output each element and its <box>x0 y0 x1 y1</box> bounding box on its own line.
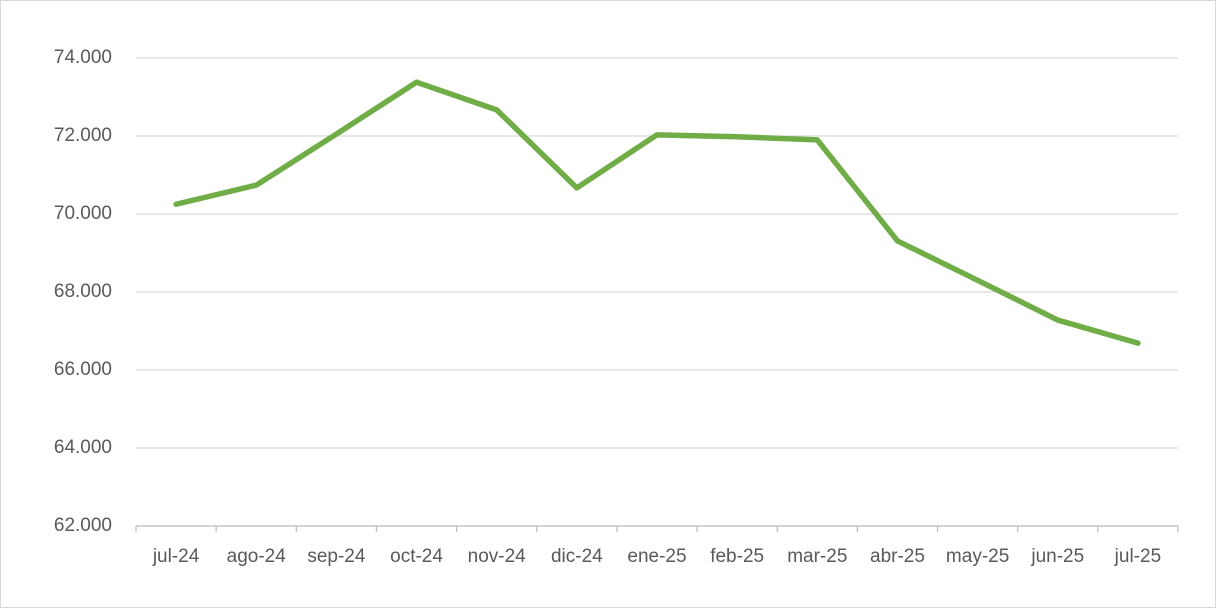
x-tick-label: oct-24 <box>390 546 443 567</box>
x-tick-label: dic-24 <box>551 546 603 567</box>
x-tick-label: jun-25 <box>1030 546 1084 567</box>
y-tick-label: 70.000 <box>54 203 112 224</box>
y-tick-label: 66.000 <box>54 359 112 380</box>
x-tick-label: abr-25 <box>870 546 925 567</box>
x-tick-label: ene-25 <box>627 546 686 567</box>
x-tick-label: ago-24 <box>227 546 287 567</box>
x-tick-label: nov-24 <box>468 546 527 567</box>
x-tick-label: jul-25 <box>1114 546 1161 567</box>
y-tick-label: 68.000 <box>54 281 112 302</box>
x-tick-label: mar-25 <box>787 546 847 567</box>
y-tick-label: 62.000 <box>54 515 112 536</box>
x-tick-label: feb-25 <box>710 546 764 567</box>
y-tick-label: 72.000 <box>54 125 112 146</box>
y-tick-label: 74.000 <box>54 47 112 68</box>
data-line <box>173 79 1141 346</box>
x-tick-label: jul-24 <box>152 546 200 567</box>
x-tick-label: sep-24 <box>307 546 366 567</box>
y-tick-label: 64.000 <box>54 437 112 458</box>
x-tick-label: may-25 <box>946 546 1009 567</box>
